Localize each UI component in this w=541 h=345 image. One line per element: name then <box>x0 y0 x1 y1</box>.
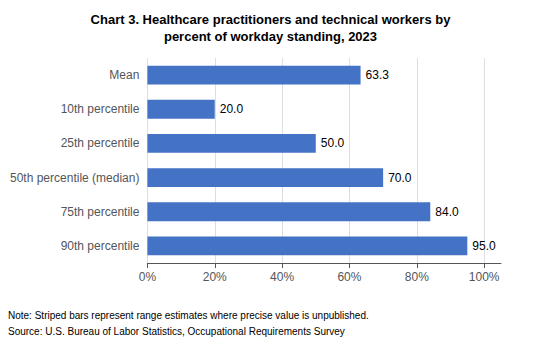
svg-text:50th percentile (median): 50th percentile (median) <box>10 171 139 185</box>
svg-text:60%: 60% <box>337 270 361 284</box>
svg-text:50.0: 50.0 <box>321 136 345 150</box>
svg-text:10th percentile: 10th percentile <box>61 102 140 116</box>
svg-text:20.0: 20.0 <box>220 102 244 116</box>
svg-text:95.0: 95.0 <box>472 239 496 253</box>
svg-text:0%: 0% <box>139 270 157 284</box>
svg-text:Mean: Mean <box>109 68 139 82</box>
svg-text:80%: 80% <box>405 270 429 284</box>
svg-text:Chart 3. Healthcare practition: Chart 3. Healthcare practitioners and te… <box>91 12 452 27</box>
svg-text:Source: U.S. Bureau of Labor S: Source: U.S. Bureau of Labor Statistics,… <box>8 326 345 337</box>
svg-text:25th percentile: 25th percentile <box>61 136 140 150</box>
svg-text:20%: 20% <box>203 270 227 284</box>
svg-text:84.0: 84.0 <box>435 205 459 219</box>
svg-text:70.0: 70.0 <box>388 171 412 185</box>
svg-text:100%: 100% <box>469 270 500 284</box>
svg-text:40%: 40% <box>270 270 294 284</box>
svg-text:75th percentile: 75th percentile <box>61 205 140 219</box>
svg-text:Note: Striped bars represent r: Note: Striped bars represent range estim… <box>8 310 369 321</box>
svg-text:63.3: 63.3 <box>366 68 390 82</box>
svg-text:90th percentile: 90th percentile <box>61 239 140 253</box>
svg-text:percent of workday standing, 2: percent of workday standing, 2023 <box>164 29 377 44</box>
